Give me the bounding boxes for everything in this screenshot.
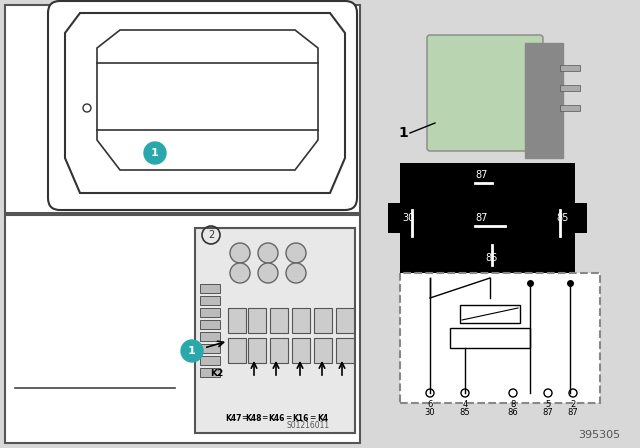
Text: =: = [241, 414, 247, 422]
Text: 87: 87 [543, 408, 554, 417]
FancyBboxPatch shape [314, 338, 332, 363]
Text: K2: K2 [210, 369, 223, 378]
Circle shape [286, 243, 306, 263]
FancyBboxPatch shape [336, 338, 354, 363]
FancyBboxPatch shape [427, 35, 543, 151]
Text: 2: 2 [570, 400, 575, 409]
FancyBboxPatch shape [248, 338, 266, 363]
Bar [560, 105, 580, 111]
Text: 1: 1 [398, 126, 408, 140]
FancyBboxPatch shape [200, 284, 220, 293]
Bar [450, 328, 530, 348]
Text: S01216011: S01216011 [287, 421, 330, 430]
Circle shape [230, 263, 250, 283]
FancyBboxPatch shape [200, 320, 220, 329]
FancyBboxPatch shape [200, 308, 220, 317]
FancyBboxPatch shape [292, 308, 310, 333]
FancyBboxPatch shape [5, 5, 360, 213]
Text: 87: 87 [476, 213, 488, 223]
Circle shape [230, 243, 250, 263]
FancyBboxPatch shape [388, 203, 400, 233]
Text: 4: 4 [462, 400, 468, 409]
Text: 30: 30 [402, 213, 414, 223]
Circle shape [286, 263, 306, 283]
FancyBboxPatch shape [228, 338, 246, 363]
FancyBboxPatch shape [228, 308, 246, 333]
FancyBboxPatch shape [200, 332, 220, 341]
Text: =: = [309, 414, 315, 422]
Text: 6: 6 [428, 400, 433, 409]
Bar [460, 305, 520, 323]
FancyBboxPatch shape [270, 338, 288, 363]
FancyBboxPatch shape [336, 308, 354, 333]
Text: K46: K46 [268, 414, 284, 422]
Circle shape [258, 243, 278, 263]
FancyBboxPatch shape [200, 296, 220, 305]
Text: K4: K4 [317, 414, 328, 422]
FancyBboxPatch shape [5, 215, 360, 443]
Text: 1: 1 [151, 148, 159, 158]
FancyBboxPatch shape [48, 1, 357, 210]
Bar [560, 85, 580, 91]
FancyBboxPatch shape [400, 273, 600, 403]
FancyBboxPatch shape [314, 308, 332, 333]
Circle shape [144, 142, 166, 164]
FancyBboxPatch shape [200, 356, 220, 365]
Text: 85: 85 [460, 408, 470, 417]
Text: =: = [285, 414, 291, 422]
Text: K16: K16 [292, 414, 308, 422]
FancyBboxPatch shape [195, 228, 355, 433]
FancyBboxPatch shape [270, 308, 288, 333]
Text: K48: K48 [246, 414, 262, 422]
Text: 2: 2 [208, 230, 214, 240]
Text: 86: 86 [508, 408, 518, 417]
Text: 1: 1 [188, 346, 196, 356]
FancyBboxPatch shape [200, 368, 220, 377]
Text: 8: 8 [510, 400, 516, 409]
Text: 87: 87 [568, 408, 579, 417]
FancyBboxPatch shape [575, 203, 587, 233]
Text: K47: K47 [226, 414, 243, 422]
Circle shape [181, 340, 203, 362]
Text: 86: 86 [486, 253, 498, 263]
Text: 85: 85 [557, 213, 569, 223]
FancyBboxPatch shape [248, 308, 266, 333]
Text: 30: 30 [425, 408, 435, 417]
FancyBboxPatch shape [400, 163, 575, 273]
Bar [560, 65, 580, 71]
Text: 87: 87 [476, 170, 488, 180]
FancyBboxPatch shape [200, 344, 220, 353]
Text: 395305: 395305 [578, 430, 620, 440]
Text: =: = [261, 414, 267, 422]
Circle shape [258, 263, 278, 283]
FancyBboxPatch shape [292, 338, 310, 363]
Text: 5: 5 [545, 400, 550, 409]
FancyBboxPatch shape [525, 43, 563, 158]
